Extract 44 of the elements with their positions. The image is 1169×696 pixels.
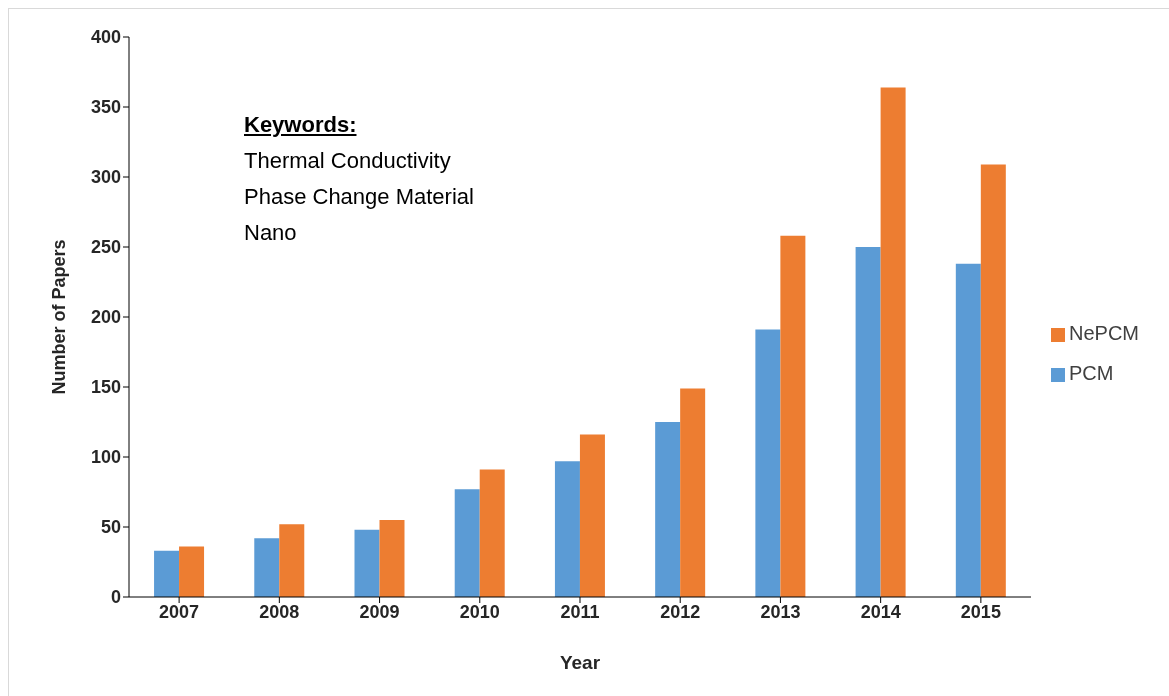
bar (855, 247, 881, 597)
y-tick-label: 50 (100, 517, 121, 538)
annotation: Thermal Conductivity (244, 147, 452, 175)
y-tick-label: 200 (90, 307, 121, 328)
y-tick-label: 350 (90, 97, 121, 118)
bar (554, 461, 580, 597)
legend-label: NePCM (1068, 322, 1139, 344)
bar (154, 550, 180, 597)
y-axis-title: Number of Papers (49, 239, 70, 395)
x-tick-label: 2008 (259, 601, 300, 622)
bar (655, 422, 681, 597)
bar (579, 434, 605, 597)
x-tick-label: 2007 (159, 601, 200, 622)
annotation: Nano (244, 219, 298, 247)
annotation: Phase Change Material (244, 183, 474, 211)
y-tick-label: 0 (110, 587, 121, 608)
bar (680, 388, 706, 597)
y-tick-label: 100 (90, 447, 121, 468)
bar (880, 87, 906, 597)
bar (454, 489, 480, 597)
x-tick-label: 2011 (560, 601, 600, 622)
y-tick-label: 400 (90, 27, 121, 48)
x-tick-label: 2012 (660, 601, 701, 622)
annotation: Keywords: (244, 111, 358, 139)
bar (980, 164, 1006, 597)
bar (254, 538, 280, 597)
bar (755, 329, 781, 597)
y-tick-label: 250 (90, 237, 121, 258)
bar (379, 520, 405, 597)
bar (955, 263, 981, 597)
legend-label: PCM (1068, 362, 1114, 384)
x-tick-label: 2014 (860, 601, 901, 622)
bar (179, 546, 205, 597)
bar (479, 469, 505, 597)
bar (780, 235, 806, 597)
x-axis-title: Year (559, 652, 601, 673)
y-tick-label: 300 (90, 167, 121, 188)
x-tick-label: 2013 (760, 601, 801, 622)
x-tick-label: 2015 (960, 601, 1001, 622)
x-tick-label: 2010 (459, 601, 500, 622)
x-tick-label: 2009 (359, 601, 400, 622)
bar (279, 524, 305, 597)
bar (354, 529, 380, 597)
y-tick-label: 150 (90, 377, 121, 398)
